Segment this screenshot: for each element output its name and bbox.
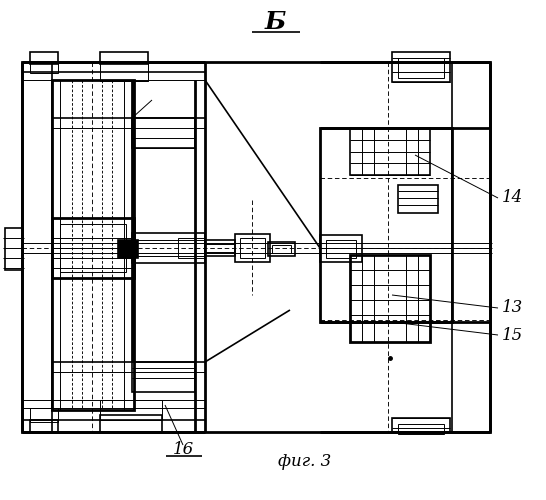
- Bar: [398, 424, 444, 434]
- Bar: [30, 420, 58, 432]
- Bar: [240, 238, 265, 258]
- Text: 14: 14: [502, 190, 523, 206]
- Bar: [60, 224, 126, 272]
- Bar: [320, 128, 452, 322]
- Bar: [392, 52, 450, 82]
- Bar: [52, 80, 134, 410]
- Bar: [132, 233, 205, 263]
- Bar: [320, 235, 362, 262]
- Bar: [118, 240, 138, 258]
- Bar: [5, 228, 23, 270]
- Bar: [398, 185, 438, 213]
- Bar: [178, 238, 205, 258]
- Bar: [235, 234, 270, 262]
- Text: 13: 13: [502, 300, 523, 316]
- Bar: [100, 415, 162, 432]
- Bar: [268, 242, 295, 256]
- Bar: [398, 58, 444, 78]
- Bar: [100, 63, 148, 81]
- Bar: [350, 128, 430, 175]
- Bar: [30, 63, 58, 73]
- Bar: [350, 255, 430, 342]
- Bar: [132, 362, 195, 392]
- Bar: [52, 218, 134, 278]
- Bar: [132, 118, 195, 148]
- Text: 16: 16: [173, 442, 194, 458]
- Bar: [30, 52, 58, 64]
- Bar: [392, 418, 450, 432]
- Text: Б: Б: [264, 10, 286, 34]
- Bar: [30, 408, 58, 422]
- Bar: [272, 245, 291, 253]
- Bar: [100, 52, 148, 64]
- Bar: [100, 400, 162, 420]
- Bar: [205, 240, 235, 256]
- Text: фиг. 3: фиг. 3: [278, 454, 331, 470]
- Bar: [22, 62, 490, 432]
- Text: 15: 15: [502, 326, 523, 344]
- Bar: [326, 240, 356, 258]
